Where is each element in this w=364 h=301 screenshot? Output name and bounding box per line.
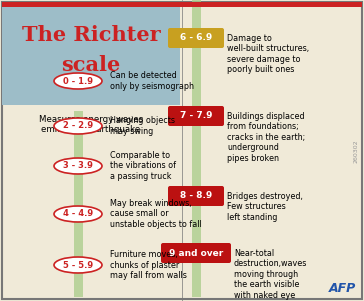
Text: AFP: AFP (328, 283, 356, 296)
Text: Hanging objects
may swing: Hanging objects may swing (110, 116, 175, 136)
Text: 0 - 1.9: 0 - 1.9 (63, 76, 93, 85)
Ellipse shape (54, 158, 102, 174)
FancyBboxPatch shape (2, 2, 180, 105)
Text: Measures energy waves
emitted by earthquake: Measures energy waves emitted by earthqu… (39, 115, 143, 135)
Text: 6 - 6.9: 6 - 6.9 (180, 33, 212, 42)
FancyBboxPatch shape (168, 106, 224, 126)
FancyBboxPatch shape (161, 243, 231, 263)
Ellipse shape (54, 73, 102, 89)
FancyBboxPatch shape (2, 2, 362, 7)
Text: 8 - 8.9: 8 - 8.9 (180, 191, 212, 200)
FancyBboxPatch shape (168, 28, 224, 48)
Text: Can be detected
only by seismograph: Can be detected only by seismograph (110, 71, 194, 91)
Text: scale: scale (62, 55, 120, 75)
Text: Bridges destroyed,
Few structures
left standing: Bridges destroyed, Few structures left s… (227, 192, 303, 222)
Text: May break windows,
cause small or
unstable objects to fall: May break windows, cause small or unstab… (110, 199, 202, 229)
FancyBboxPatch shape (168, 186, 224, 206)
Text: Comparable to
the vibrations of
a passing truck: Comparable to the vibrations of a passin… (110, 151, 176, 181)
FancyBboxPatch shape (192, 0, 201, 297)
FancyBboxPatch shape (74, 111, 83, 297)
Text: The Richter: The Richter (22, 25, 160, 45)
Ellipse shape (54, 257, 102, 273)
Text: 3 - 3.9: 3 - 3.9 (63, 162, 93, 170)
Text: 9 and over: 9 and over (169, 249, 223, 257)
Text: Buildings displaced
from foundations;
cracks in the earth;
underground
pipes bro: Buildings displaced from foundations; cr… (227, 112, 305, 163)
Text: 7 - 7.9: 7 - 7.9 (180, 111, 212, 120)
FancyBboxPatch shape (2, 2, 362, 299)
Text: Damage to
well-built structures,
severe damage to
poorly built ones: Damage to well-built structures, severe … (227, 34, 309, 74)
Text: Near-total
destruction,waves
moving through
the earth visible
with naked eye: Near-total destruction,waves moving thro… (234, 249, 307, 299)
Ellipse shape (54, 206, 102, 222)
Text: 2 - 2.9: 2 - 2.9 (63, 122, 93, 131)
Ellipse shape (54, 118, 102, 134)
Text: 260302: 260302 (353, 139, 359, 163)
Text: Furniture moves,
chunks of plaster
may fall from walls: Furniture moves, chunks of plaster may f… (110, 250, 187, 280)
Text: 4 - 4.9: 4 - 4.9 (63, 209, 93, 219)
Text: 5 - 5.9: 5 - 5.9 (63, 260, 93, 269)
